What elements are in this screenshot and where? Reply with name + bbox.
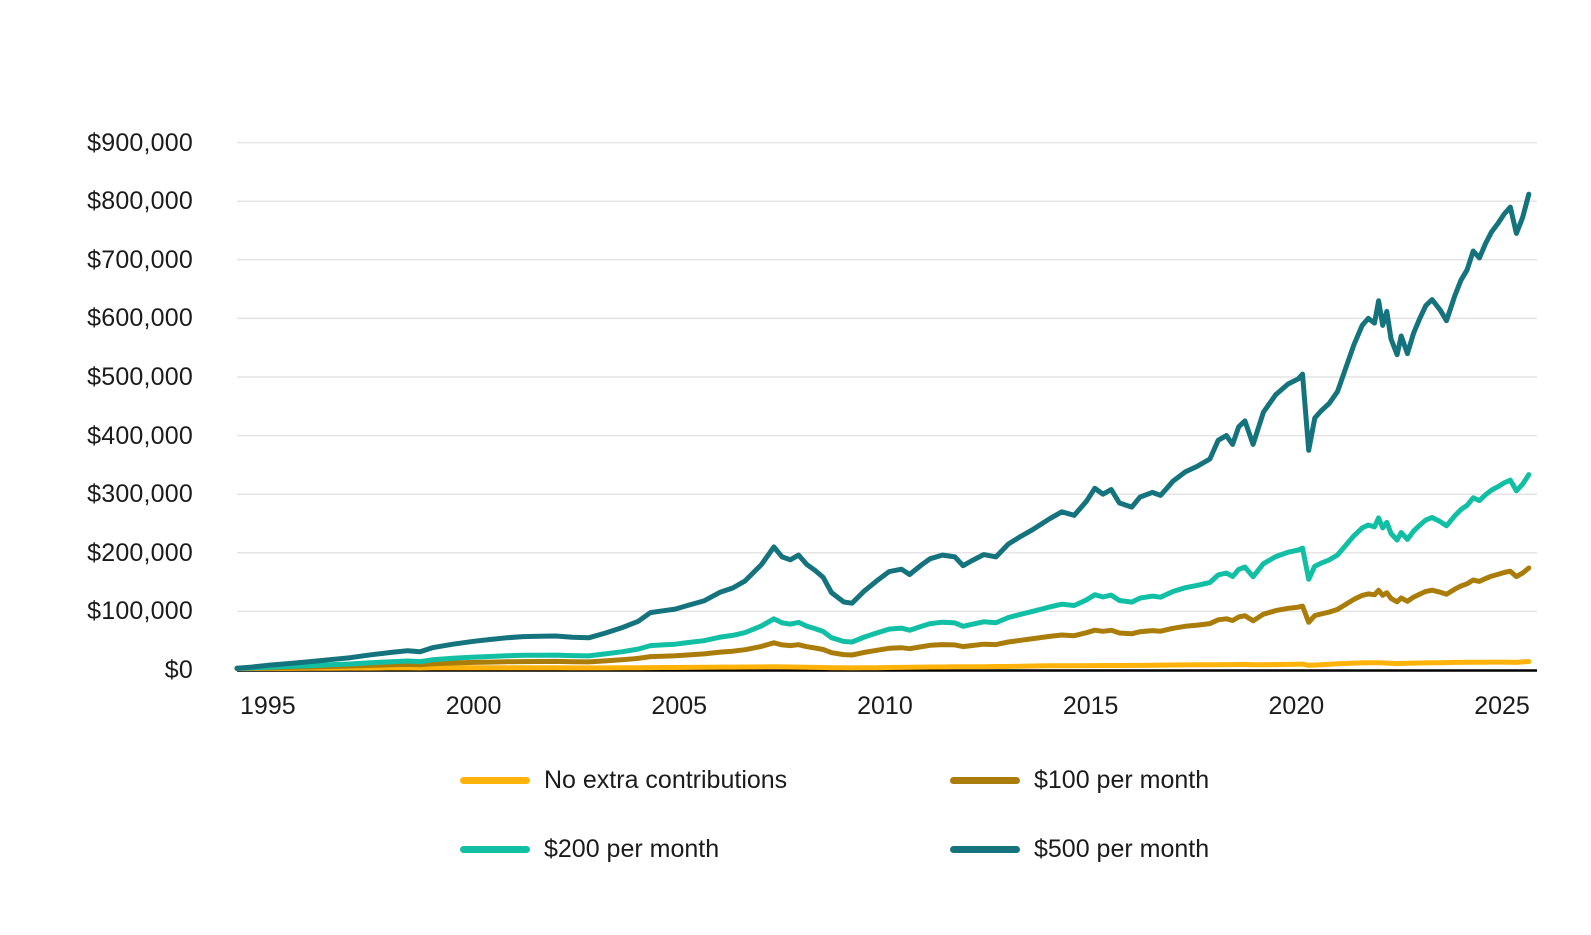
series-line-100-per-month: [234, 565, 1532, 671]
x-tick-label: 2005: [651, 692, 708, 720]
legend-item: No extra contributions: [460, 765, 787, 795]
x-tick-label: 2010: [857, 692, 913, 720]
y-tick-label: $100,000: [87, 597, 193, 626]
y-tick-label: $500,000: [87, 363, 193, 391]
legend-item: $500 per month: [950, 834, 1209, 864]
legend-label: $100 per month: [1034, 766, 1210, 794]
legend-item: $200 per month: [460, 834, 719, 864]
x-tick-label: 2015: [1062, 692, 1119, 720]
series-line-500-per-month: [234, 191, 1532, 671]
x-tick-label: 2000: [445, 692, 502, 720]
legend-label: $200 per month: [544, 835, 720, 863]
legend-swatch-500-per-month: [950, 845, 1020, 853]
legend-swatch-no-extra-contributions: [460, 776, 530, 784]
legend-swatch-200-per-month: [460, 845, 530, 853]
x-tick-label: 2025: [1474, 692, 1530, 720]
y-tick-label: $900,000: [87, 128, 193, 157]
y-tick-label: $200,000: [87, 538, 193, 567]
y-tick-label: $300,000: [87, 480, 193, 509]
legend-item: $100 per month: [950, 765, 1209, 795]
y-tick-label: $700,000: [87, 245, 193, 274]
x-tick-label: 2020: [1268, 692, 1325, 720]
series-line-no-extra-contributions: [234, 659, 1532, 671]
x-tick-label: 1995: [240, 692, 296, 720]
y-tick-label: $800,000: [87, 187, 193, 216]
legend-swatch-100-per-month: [950, 776, 1020, 784]
y-tick-label: $400,000: [87, 421, 193, 450]
legend-label: $500 per month: [1034, 835, 1210, 863]
legend-label: No extra contributions: [544, 766, 788, 794]
y-tick-label: $600,000: [87, 304, 193, 333]
series-line-200-per-month: [234, 472, 1532, 671]
y-tick-label: $0: [164, 656, 193, 684]
